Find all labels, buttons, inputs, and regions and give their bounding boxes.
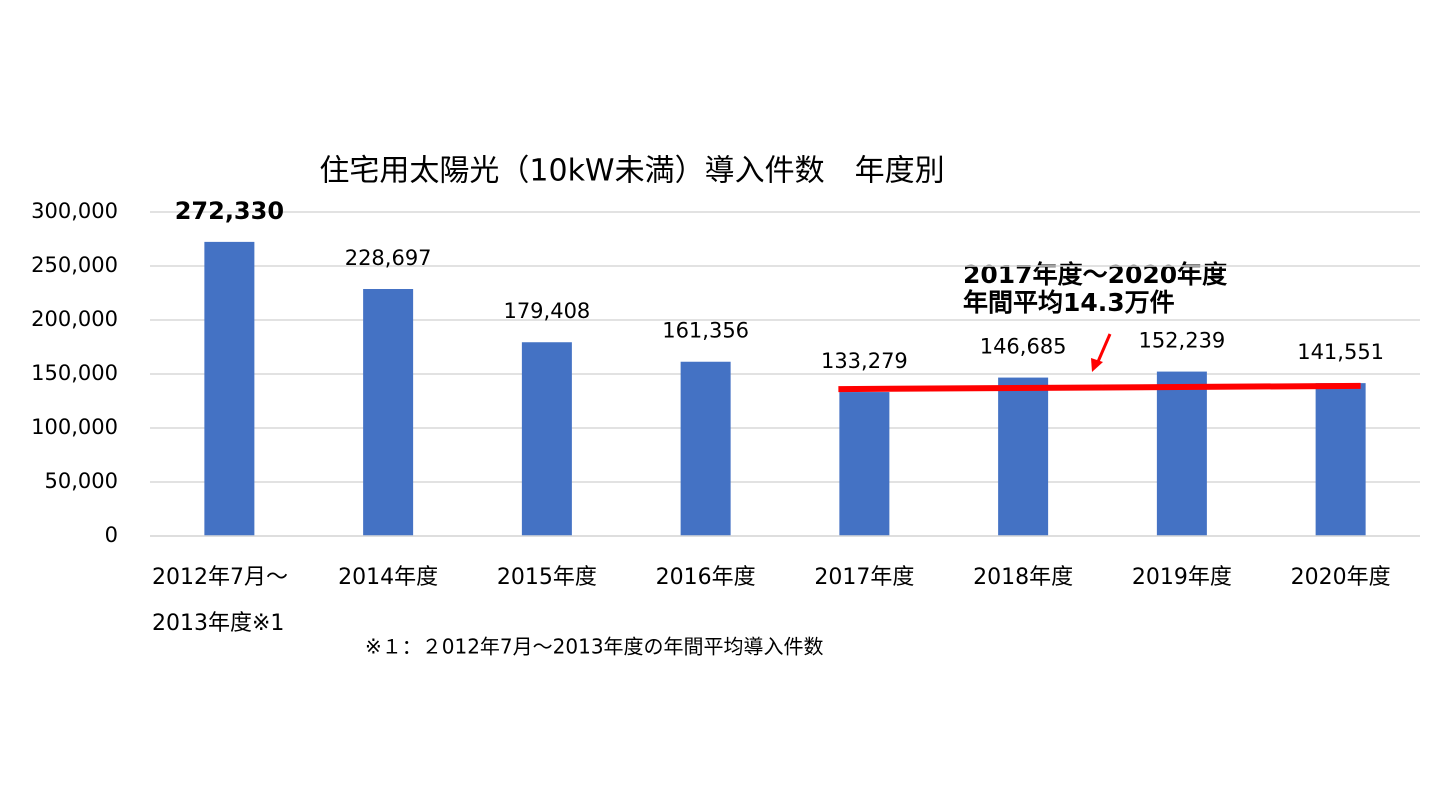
x-tick-label: 2015年度 [496,565,597,590]
footnote: ※１：２012年7月～2013年度の年間平均導入件数 [365,635,824,659]
bar [521,342,572,536]
value-label: 161,356 [662,319,749,343]
y-tick-label: 150,000 [31,361,118,385]
chart-title: 住宅用太陽光（10kW未満）導入件数 年度別 [319,154,944,189]
bar [839,392,890,536]
value-label: 146,685 [980,335,1067,359]
y-tick-label: 100,000 [31,415,118,439]
trend-line [838,382,1361,393]
x-tick-label: 2012年7月～ 2013年度※1 [152,565,288,636]
x-tick-label: 2016年度 [655,565,756,590]
x-tick-label: 2020年度 [1290,565,1391,590]
annotation: 2017年度～2020年度 [963,260,1227,289]
y-tick-label: 200,000 [31,307,118,331]
annotation: 年間平均14.3万件 [963,288,1175,317]
value-label: 141,551 [1297,340,1384,364]
x-tick-label: 2017年度 [814,565,915,590]
value-label: 272,330 [175,197,284,225]
y-tick-label: 300,000 [31,199,118,223]
bar [680,361,731,536]
bar [1156,371,1207,536]
value-label: 179,408 [503,299,590,323]
arrow-head [1091,358,1103,372]
bar [204,241,255,536]
bar [363,289,414,536]
x-tick-label: 2018年度 [973,565,1074,590]
y-tick-label: 50,000 [45,469,118,493]
bar [998,377,1049,536]
x-tick-label: 2019年度 [1131,565,1232,590]
value-label: 228,697 [345,246,432,270]
y-tick-label: 0 [105,523,118,547]
x-tick-label: 2014年度 [338,565,439,590]
bar [1315,383,1366,536]
y-tick-label: 250,000 [31,253,118,277]
value-label: 152,239 [1138,329,1225,353]
arrow-shaft [1095,333,1112,365]
value-label: 133,279 [821,349,908,373]
